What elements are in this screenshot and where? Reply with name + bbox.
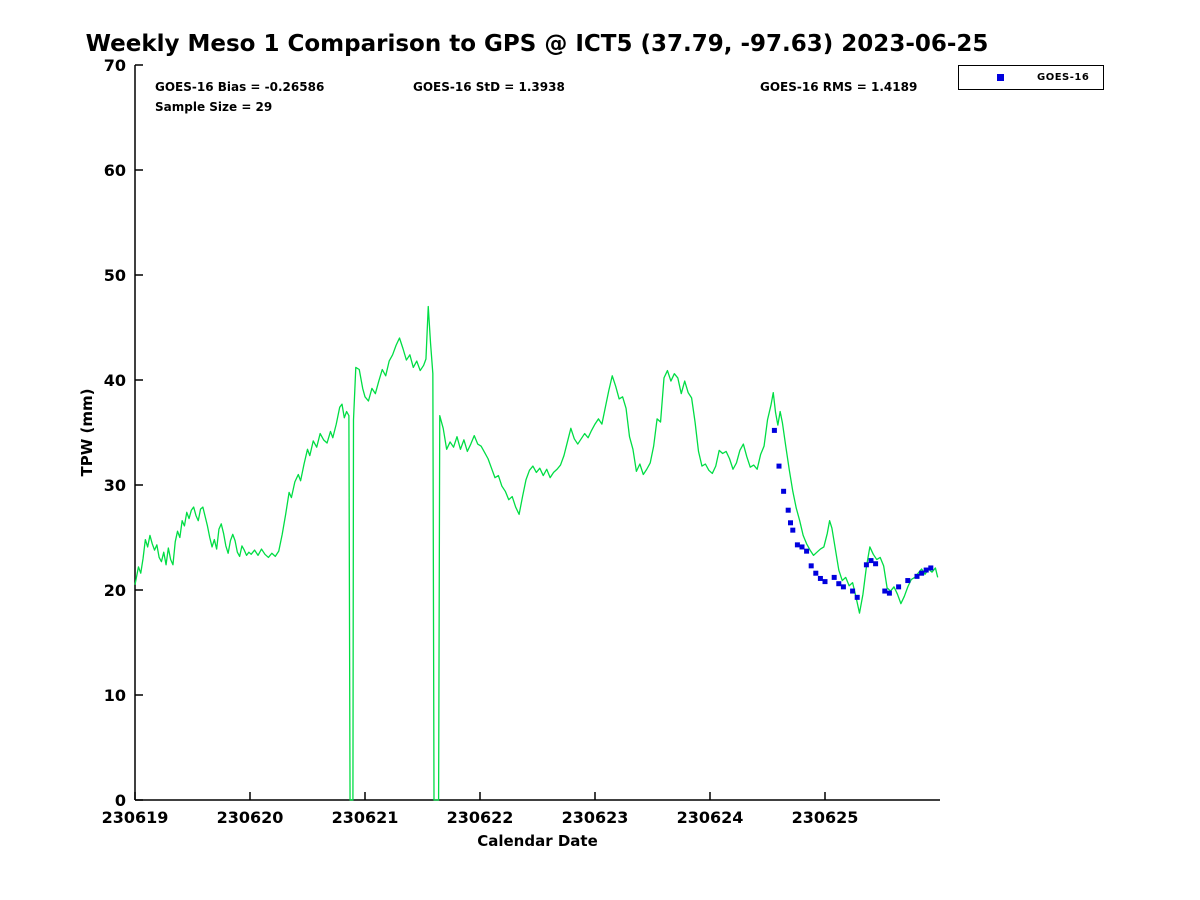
goes16-data-point [776, 463, 782, 469]
goes16-data-point [914, 573, 920, 579]
stat-std: GOES-16 StD = 1.3938 [413, 80, 565, 94]
goes16-data-point [868, 558, 874, 564]
goes16-data-point [905, 578, 911, 584]
x-tick-label: 230623 [562, 808, 629, 827]
goes16-data-point [854, 594, 860, 600]
goes16-data-point [799, 544, 805, 550]
y-tick-label: 0 [115, 791, 126, 810]
goes16-data-point [882, 588, 888, 594]
y-tick-label: 40 [104, 371, 126, 390]
x-axis-label: Calendar Date [477, 832, 598, 850]
x-tick-label: 230621 [332, 808, 399, 827]
goes16-data-point [804, 548, 810, 554]
goes16-data-point [790, 527, 796, 533]
legend-marker-square-icon [997, 74, 1004, 81]
x-tick-label: 230619 [102, 808, 169, 827]
chart-title: Weekly Meso 1 Comparison to GPS @ ICT5 (… [85, 31, 989, 57]
y-tick-label: 60 [104, 161, 126, 180]
y-tick-label: 50 [104, 266, 126, 285]
goes16-data-point [822, 579, 828, 585]
goes16-data-point [781, 488, 787, 494]
y-tick-label: 20 [104, 581, 126, 600]
gps-tpw-line [134, 305, 939, 801]
goes16-data-point [850, 588, 856, 594]
goes16-data-point [788, 520, 793, 526]
goes16-data-point [785, 507, 791, 513]
x-tick-label: 230625 [792, 808, 859, 827]
goes16-data-point [886, 590, 892, 596]
y-axis-label: TPW (mm) [78, 389, 96, 477]
x-tick-label: 230620 [217, 808, 284, 827]
goes16-data-point [896, 584, 902, 590]
x-tick-label: 230622 [447, 808, 514, 827]
goes16-data-point [840, 584, 846, 590]
stat-rms: GOES-16 RMS = 1.4189 [760, 80, 918, 94]
legend: GOES-16 [958, 65, 1104, 90]
y-tick-label: 70 [104, 56, 126, 75]
x-tick-label: 230624 [677, 808, 744, 827]
goes16-data-point [771, 427, 777, 433]
stat-sample-size: Sample Size = 29 [155, 100, 273, 114]
goes16-data-point [863, 562, 869, 568]
stat-bias: GOES-16 Bias = -0.26586 [155, 80, 325, 94]
goes16-data-point [923, 567, 929, 573]
goes16-data-point [873, 561, 879, 567]
goes16-data-point [831, 574, 837, 580]
goes16-data-point [813, 570, 819, 576]
goes16-data-point [928, 565, 934, 571]
goes16-data-point [919, 570, 925, 576]
y-tick-label: 10 [104, 686, 126, 705]
goes16-data-point [808, 563, 814, 569]
goes16-data-point [817, 575, 823, 581]
legend-label: GOES-16 [1037, 72, 1090, 83]
goes16-data-point [794, 542, 800, 548]
goes16-data-point [836, 581, 842, 587]
y-tick-label: 30 [104, 476, 126, 495]
